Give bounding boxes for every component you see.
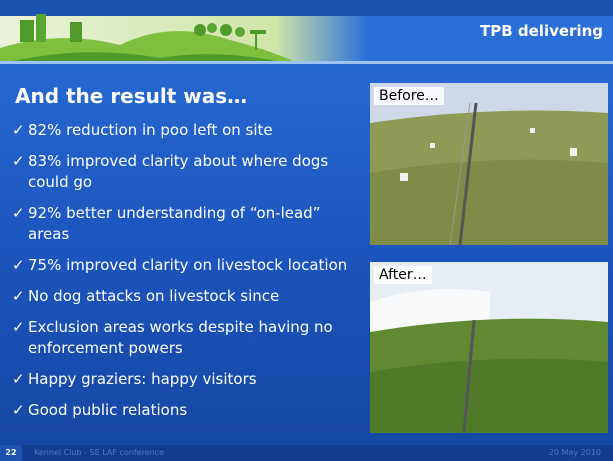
bullet: 92% better understanding of “on-lead” ar… [12, 203, 362, 245]
photo-image [370, 83, 608, 245]
photo-image [370, 262, 608, 433]
bullet: 75% improved clarity on livestock locati… [12, 255, 362, 276]
bullet: Good public relations [12, 400, 362, 421]
photo-after: After… [370, 262, 608, 433]
photo-label: After… [374, 266, 432, 284]
bullet-list: 82% reduction in poo left on site 83% imp… [12, 120, 362, 431]
bullet: Happy graziers: happy visitors [12, 369, 362, 390]
footer-text: Kennel Club - SE LAF conference [34, 448, 164, 457]
slide: TPB delivering And the result was… 82% r… [0, 0, 613, 461]
bullet: 82% reduction in poo left on site [12, 120, 362, 141]
page-number: 22 [0, 445, 22, 461]
photo-before: Before… [370, 83, 608, 245]
bullet: No dog attacks on livestock since [12, 286, 362, 307]
footer-date: 20 May 2010 [549, 448, 601, 457]
slide-title: TPB delivering [480, 22, 603, 40]
photo-label: Before… [374, 87, 444, 105]
footer: 22 Kennel Club - SE LAF conference 20 Ma… [0, 445, 613, 461]
bullet: 83% improved clarity about where dogs co… [12, 151, 362, 193]
bullet: Exclusion areas works despite having no … [12, 317, 362, 359]
heading: And the result was… [15, 84, 247, 108]
